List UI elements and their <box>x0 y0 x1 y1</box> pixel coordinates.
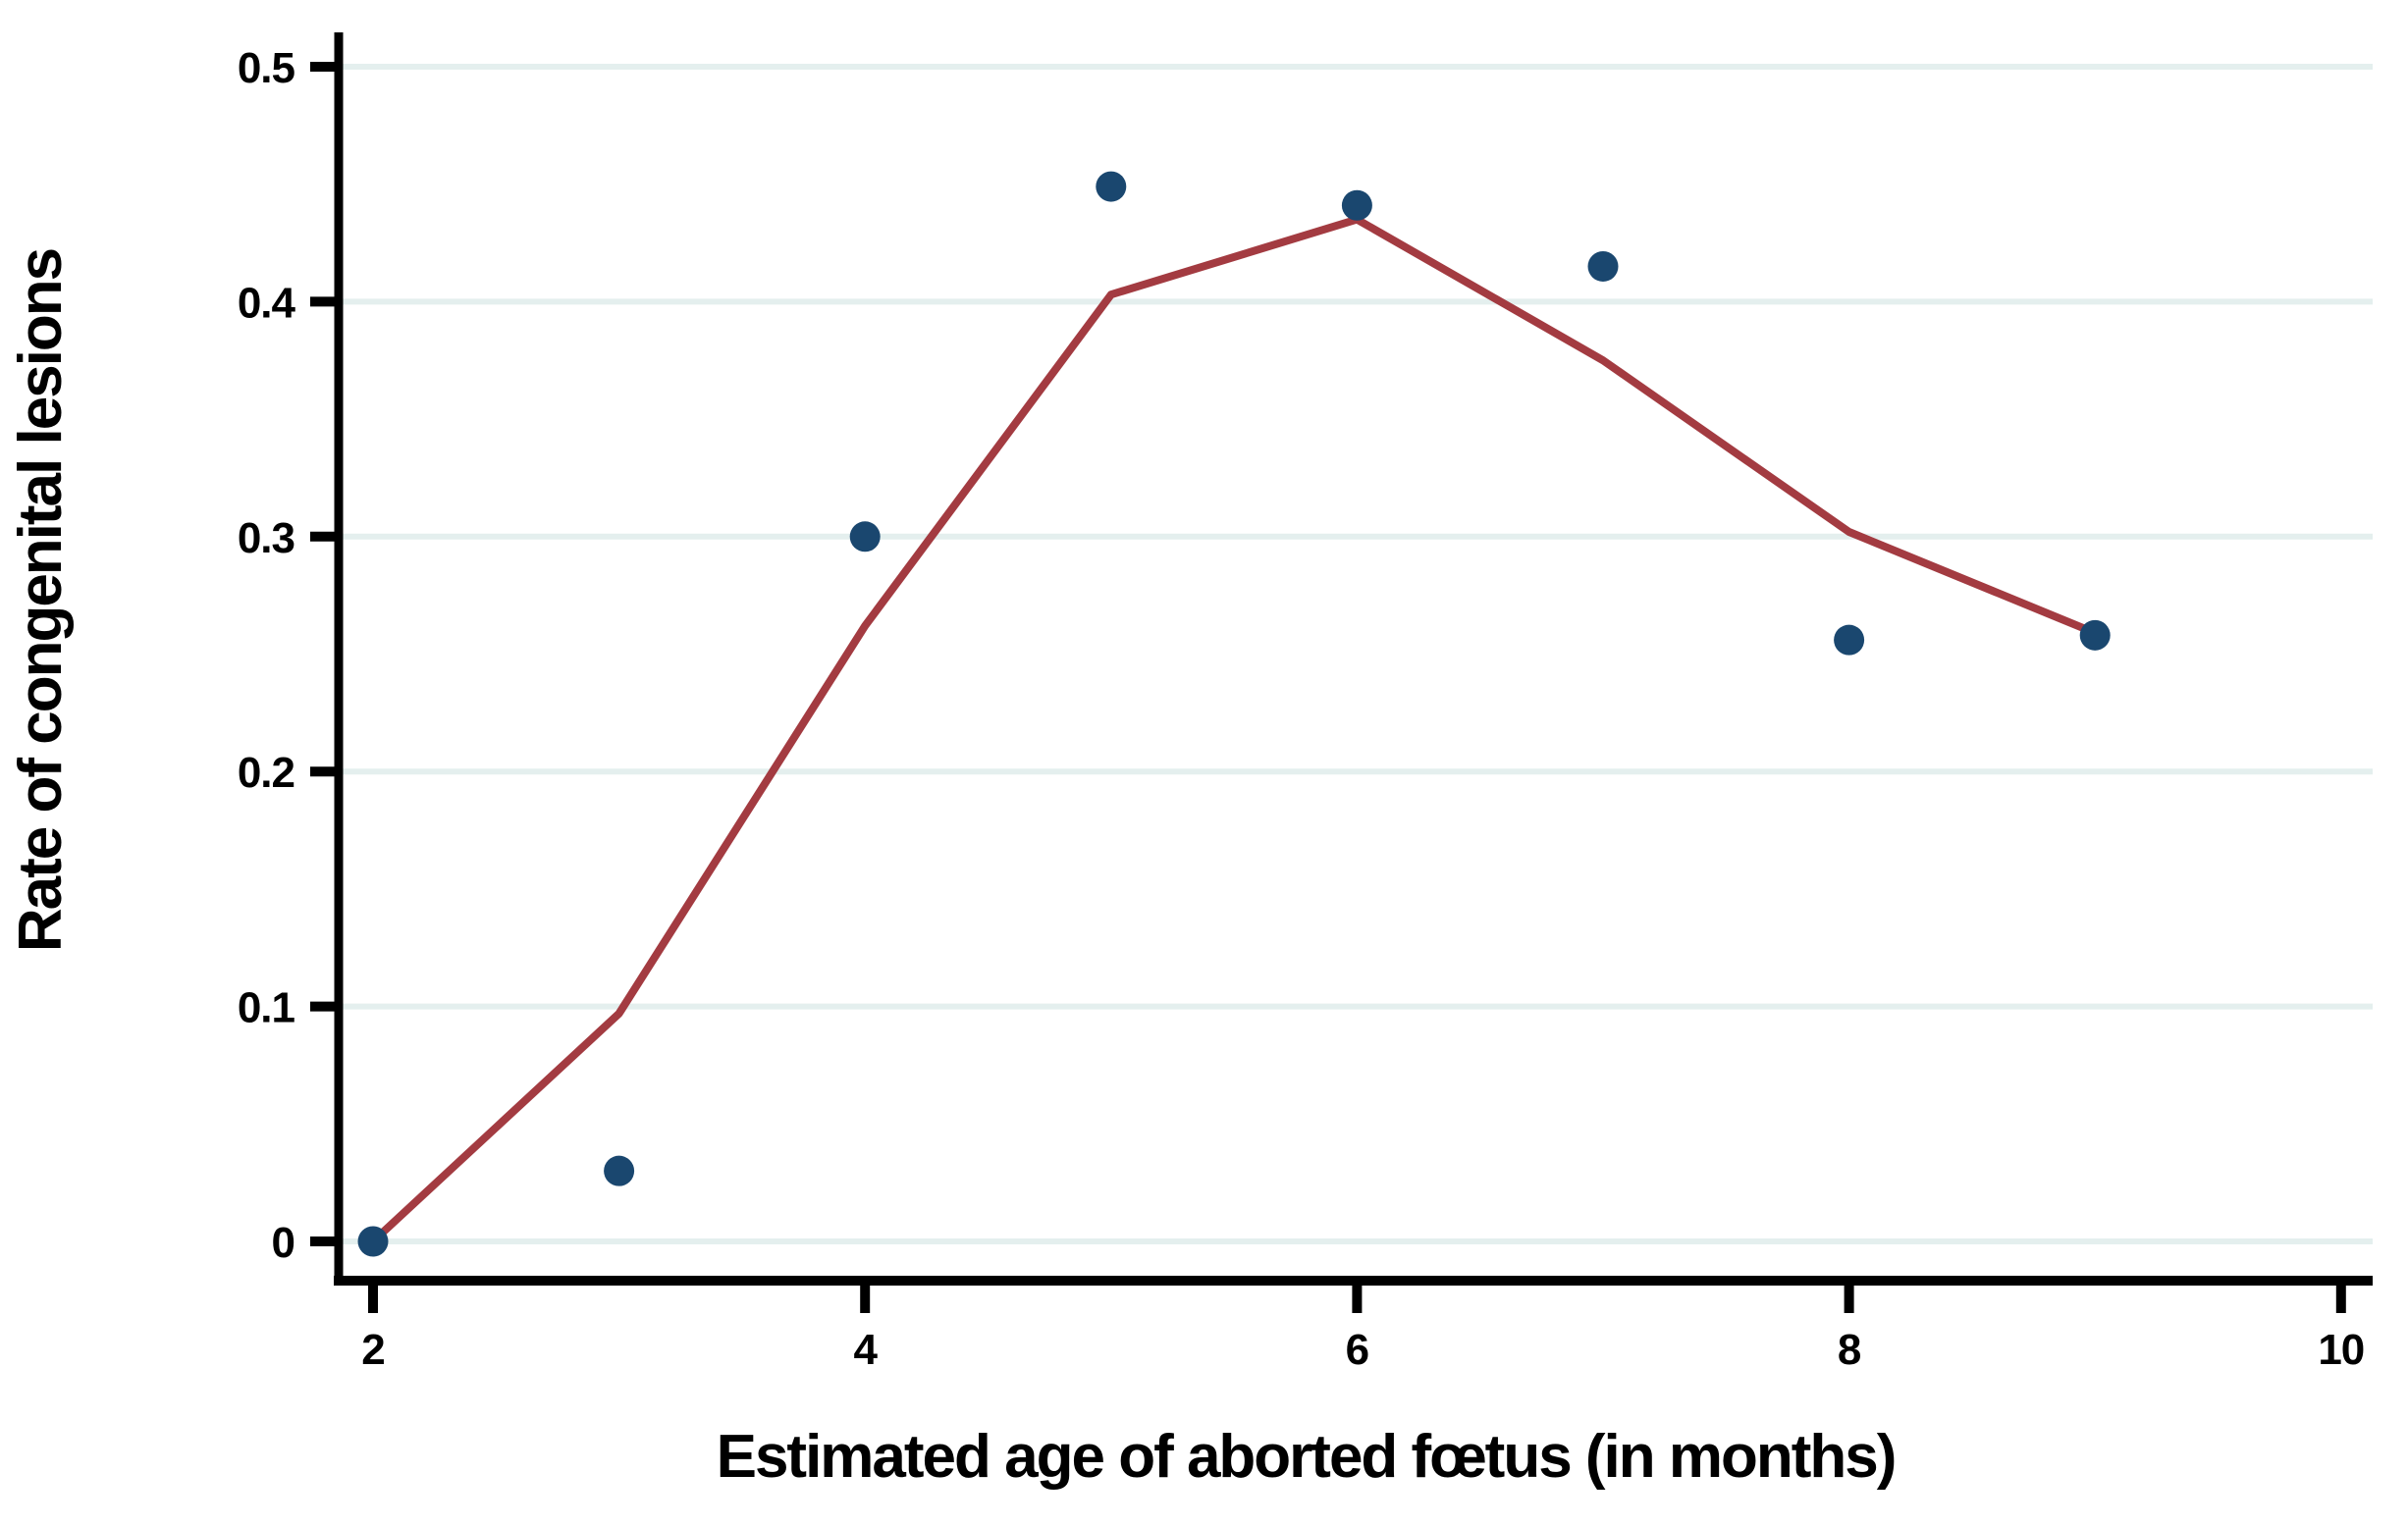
x-tick-label: 8 <box>1838 1326 1861 1374</box>
data-point <box>1341 189 1372 221</box>
y-tick-label: 0 <box>272 1219 294 1267</box>
data-point <box>357 1226 389 1257</box>
x-tick-label: 10 <box>2318 1326 2364 1374</box>
axes-layer <box>310 32 2373 1313</box>
x-axis-title: Estimated age of aborted fœtus (in month… <box>717 1423 1896 1491</box>
data-point <box>2079 619 2111 651</box>
y-tick-label: 0.4 <box>238 279 296 327</box>
data-point <box>1096 171 1127 202</box>
data-point <box>604 1155 635 1186</box>
x-tick-label: 6 <box>1346 1326 1368 1374</box>
series-layer <box>357 171 2111 1257</box>
y-tick-label: 0.5 <box>238 44 295 92</box>
x-tick-label: 4 <box>853 1326 878 1374</box>
y-tick-label: 0.1 <box>238 984 295 1032</box>
x-tick-label: 2 <box>361 1326 384 1374</box>
y-tick-label: 0.3 <box>238 514 294 562</box>
tick-labels-layer: 0 0.1 0.2 0.3 0.4 0.5 2 4 6 8 10 <box>238 44 2365 1374</box>
y-axis-title: Rate of congenital lesions <box>7 249 75 952</box>
fitted-line <box>369 215 2100 1245</box>
data-point <box>1834 624 1865 656</box>
gridlines-layer <box>343 64 2373 1244</box>
y-tick-label: 0.2 <box>238 749 294 797</box>
data-point <box>849 521 881 553</box>
data-point <box>1587 250 1619 282</box>
